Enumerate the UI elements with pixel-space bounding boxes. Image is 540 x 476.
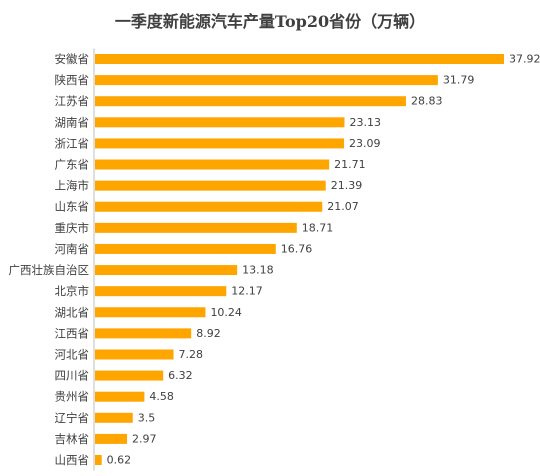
- bar: [95, 54, 504, 64]
- category-label: 广东省: [55, 158, 90, 172]
- category-label: 辽宁省: [55, 411, 90, 425]
- category-label: 广西壮族自治区: [9, 263, 90, 277]
- category-label: 重庆市: [55, 221, 90, 235]
- value-label: 0.62: [107, 454, 131, 467]
- value-label: 7.28: [179, 348, 204, 361]
- bar: [95, 391, 145, 402]
- value-label: 23.09: [349, 137, 381, 150]
- bar: [95, 455, 102, 465]
- bar: [95, 201, 323, 212]
- bar: [95, 433, 128, 444]
- bar: [95, 286, 227, 297]
- value-label: 2.97: [132, 432, 157, 445]
- category-label: 浙江省: [55, 136, 90, 150]
- category-label: 河南省: [55, 242, 90, 256]
- bars-layer: [95, 54, 504, 465]
- bar: [95, 180, 326, 191]
- bar: [95, 412, 133, 423]
- value-label: 13.18: [242, 264, 274, 277]
- bar: [95, 159, 330, 170]
- value-label: 23.13: [349, 116, 381, 129]
- category-label: 江苏省: [55, 94, 90, 108]
- bar: [95, 349, 174, 360]
- value-label: 37.92: [509, 53, 540, 66]
- value-label: 16.76: [281, 242, 313, 255]
- bar: [95, 222, 297, 233]
- value-label: 8.92: [196, 327, 221, 340]
- category-label: 江西省: [55, 326, 90, 340]
- value-label: 21.71: [334, 158, 366, 171]
- bar: [95, 75, 438, 86]
- category-label: 湖南省: [55, 115, 90, 129]
- value-label: 21.39: [331, 179, 363, 192]
- value-label: 21.07: [327, 200, 359, 213]
- bar: [95, 328, 192, 339]
- value-label: 4.58: [149, 390, 174, 403]
- value-label: 31.79: [443, 74, 475, 87]
- bar: [95, 265, 238, 276]
- value-label: 6.32: [168, 369, 193, 382]
- chart-title: 一季度新能源汽车产量Top20省份（万辆）: [115, 12, 425, 31]
- category-label: 贵州省: [55, 390, 90, 404]
- category-label: 山东省: [55, 200, 90, 214]
- bar: [95, 96, 406, 107]
- value-label: 18.71: [302, 221, 334, 234]
- category-label: 吉林省: [55, 432, 90, 446]
- value-label: 10.24: [210, 306, 242, 319]
- bar: [95, 138, 345, 149]
- bar: [95, 243, 276, 254]
- value-label: 12.17: [231, 285, 263, 298]
- category-label: 湖北省: [55, 305, 90, 319]
- value-label: 28.83: [411, 95, 443, 108]
- category-label: 上海市: [55, 179, 90, 193]
- bar: [95, 370, 164, 381]
- category-label: 安徽省: [55, 52, 90, 66]
- category-label: 陕西省: [55, 73, 90, 87]
- bar: [95, 117, 345, 128]
- value-label: 3.5: [138, 411, 156, 424]
- bar: [95, 307, 206, 318]
- category-label: 山西省: [55, 453, 90, 467]
- category-label: 北京市: [55, 284, 90, 298]
- category-label: 河北省: [55, 347, 90, 361]
- category-label: 四川省: [55, 369, 90, 383]
